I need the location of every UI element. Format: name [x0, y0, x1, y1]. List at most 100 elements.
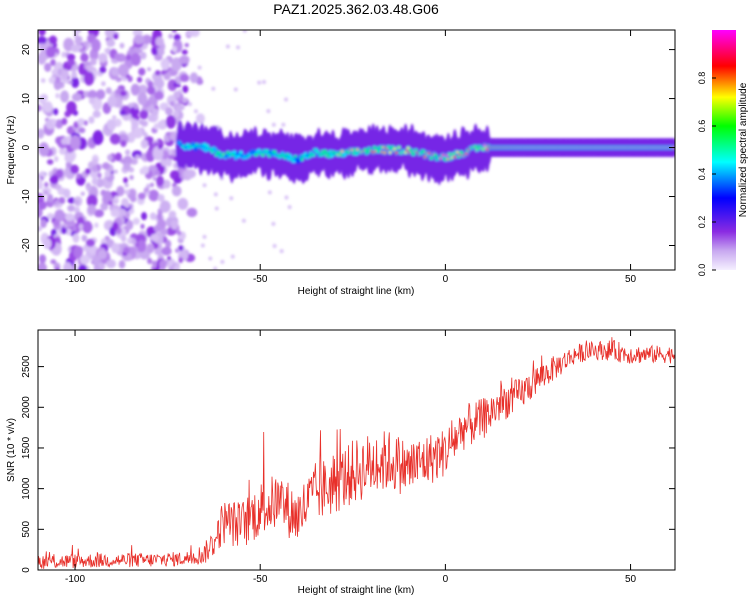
heatmap-noise-cell [97, 172, 102, 179]
heatmap-noise-cell [78, 223, 84, 230]
heatmap-noise-cell [125, 220, 134, 231]
heatmap-noise-cell [96, 89, 106, 100]
heatmap-noise-cell [38, 176, 43, 186]
heatmap-noise-cell [80, 191, 85, 196]
heatmap-noise-cell [54, 156, 59, 162]
colorbar-label: Normalized spectral amplitude [738, 82, 749, 217]
heatmap-noise-cell [178, 245, 184, 252]
heatmap-noise-cell [114, 53, 121, 61]
heatmap-ridge-core [210, 150, 214, 153]
heatmap-noise-cell [92, 110, 101, 118]
heatmap-noise-cell [166, 94, 177, 106]
heatmap-noise-cell [225, 44, 230, 49]
heatmap-noise-cell [176, 230, 182, 236]
heatmap-noise-cell [168, 154, 175, 160]
heatmap-noise-cell [102, 162, 110, 170]
heatmap-noise-cell [44, 181, 49, 188]
heatmap-noise-cell [193, 109, 198, 114]
heatmap-noise-cell [76, 173, 81, 179]
heatmap-noise-cell [89, 58, 97, 66]
x-tick-label: 50 [625, 274, 637, 285]
heatmap-noise-cell [45, 46, 56, 58]
heatmap-noise-cell [123, 177, 128, 184]
heatmap-noise-cell [125, 54, 132, 61]
heatmap-noise-cell [141, 212, 148, 221]
heatmap-noise-cell [107, 95, 117, 108]
heatmap-noise-cell [171, 185, 182, 197]
heatmap-noise-cell [151, 260, 158, 266]
heatmap-noise-cell [154, 91, 164, 101]
heatmap-noise-cell [148, 136, 154, 144]
heatmap-ridge-core [453, 155, 457, 159]
heatmap-ridge-core [452, 152, 456, 156]
heatmap-noise-cell [88, 97, 95, 105]
heatmap-ridge-core [356, 148, 360, 151]
heatmap-ridge-core [194, 147, 198, 151]
heatmap-noise-cell [49, 175, 59, 185]
y-tick-label: 0 [21, 144, 32, 150]
heatmap-ridge-core [308, 155, 312, 158]
heatmap-noise-cell [109, 133, 121, 145]
heatmap-ridge-core [340, 150, 344, 153]
y-tick-label: 0 [21, 567, 32, 573]
heatmap-noise-cell [233, 87, 238, 92]
heatmap-ridge-core [406, 146, 410, 150]
heatmap-noise-cell [135, 154, 141, 160]
heatmap-noise-cell [132, 127, 143, 139]
heatmap-ridge-core [394, 151, 398, 154]
heatmap-noise-cell [100, 238, 107, 246]
heatmap-ridge-core [363, 148, 367, 152]
heatmap-noise-cell [167, 79, 178, 92]
heatmap-noise-cell [110, 67, 120, 77]
heatmap-noise-cell [148, 189, 159, 202]
heatmap-noise-cell [213, 266, 218, 270]
heatmap-noise-cell [107, 200, 113, 206]
heatmap-noise-cell [130, 83, 140, 96]
heatmap-ridge-core [474, 145, 478, 148]
heatmap-ridge-core [423, 155, 427, 159]
heatmap-noise-cell [132, 217, 140, 225]
heatmap-noise-cell [123, 162, 131, 171]
heatmap-noise-cell [163, 72, 171, 81]
heatmap-noise-cell [176, 83, 181, 88]
heatmap-ridge-core [376, 150, 380, 153]
heatmap-noise-cell [111, 115, 117, 120]
heatmap-noise-cell [119, 158, 125, 164]
heatmap-noise-cell [136, 239, 147, 253]
heatmap-noise-cell [153, 224, 162, 233]
heatmap-noise-cell [214, 206, 219, 211]
heatmap-noise-cell [83, 71, 95, 86]
heatmap-noise-cell [131, 119, 139, 130]
heatmap-noise-cell [173, 265, 180, 270]
heatmap-noise-cell [74, 199, 80, 205]
heatmap-noise-cell [46, 193, 54, 203]
top-x-axis-label: Height of straight line (km) [298, 286, 415, 297]
colorbar-tick-label: 0.0 [697, 264, 707, 277]
heatmap-noise-cell [71, 77, 80, 89]
snr-panel: -100 -50 0 50 0 500 1000 1500 2000 2500 Height o… [6, 329, 676, 596]
x-tick-label: 50 [625, 574, 637, 585]
heatmap-noise-cell [91, 177, 99, 186]
heatmap-noise-cell [85, 168, 91, 175]
heatmap-noise-cell [67, 59, 76, 66]
colorbar-tick-label: 0.4 [697, 168, 707, 181]
x-tick-label: 0 [443, 274, 449, 285]
heatmap-noise-cell [220, 259, 225, 264]
heatmap-noise-cell [106, 38, 116, 48]
heatmap-ridge-core [239, 151, 243, 154]
y-tick-label: -10 [21, 189, 32, 204]
heatmap-noise-cell [113, 169, 118, 174]
heatmap-noise-cell [59, 90, 70, 103]
heatmap-ridge-core [265, 149, 269, 153]
heatmap-noise-cell [155, 36, 164, 47]
heatmap-noise-cell [64, 152, 75, 163]
heatmap-noise-cell [120, 235, 127, 243]
heatmap-noise-cell [153, 123, 159, 130]
heatmap-noise-cell [85, 238, 96, 247]
heatmap-noise-cell [230, 254, 235, 259]
heatmap-noise-cell [257, 80, 262, 85]
heatmap-noise-cell [159, 259, 167, 270]
bottom-y-ticks: 0 500 1000 1500 2000 2500 [21, 355, 675, 573]
heatmap-noise-cell [55, 169, 64, 179]
